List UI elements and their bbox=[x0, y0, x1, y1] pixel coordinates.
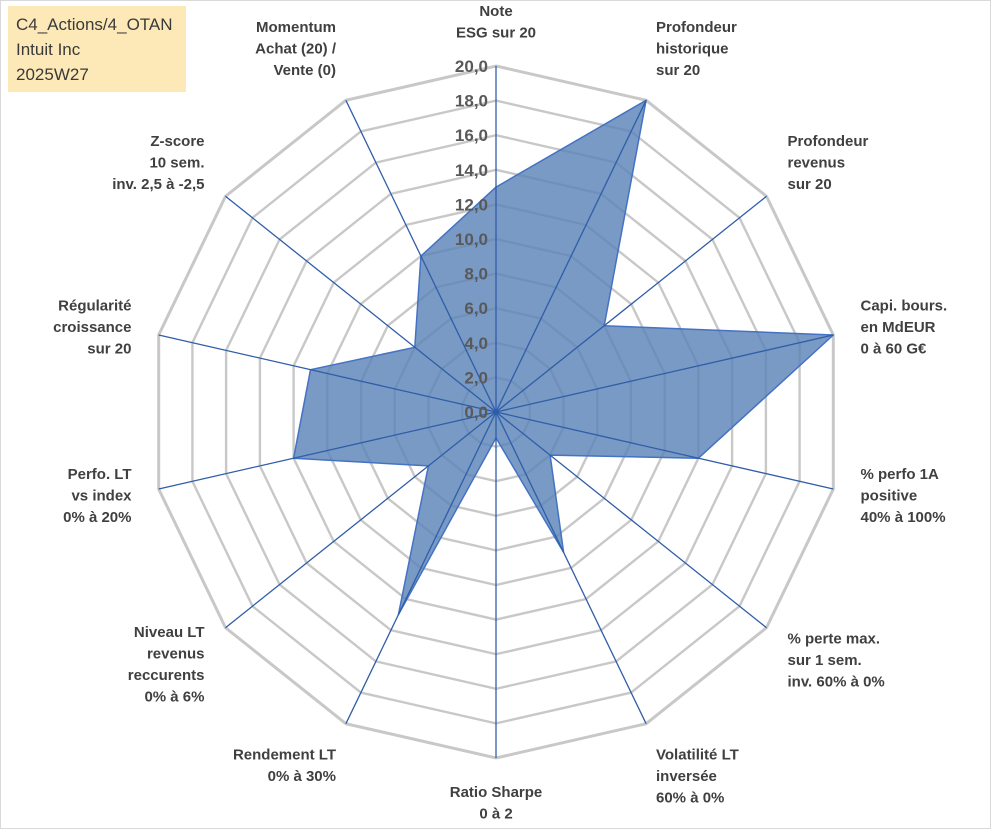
axis-spoke bbox=[495, 411, 834, 490]
axis-label: Régularité croissance sur 20 bbox=[53, 298, 131, 358]
axis-label-line: Achat (20) / bbox=[255, 40, 337, 57]
info-box-company: Intuit Inc bbox=[16, 40, 81, 59]
tick-labels: 0,0 2,0 4,0 6,0 8,0 10,0 12,0 14,0 16,0 18,0 20,0 bbox=[455, 57, 488, 422]
axis-label-line: Volatilité LT bbox=[656, 747, 739, 764]
axis-label-line: % perte max. bbox=[788, 630, 881, 647]
axis-label-line: 0% à 6% bbox=[144, 688, 204, 705]
axis-label-line: Régularité bbox=[58, 298, 131, 315]
axis-spokes bbox=[158, 66, 834, 758]
axis-label-line: 0% à 20% bbox=[63, 509, 131, 526]
tick-label: 18,0 bbox=[455, 92, 488, 111]
tick-label: 10,0 bbox=[455, 230, 488, 249]
axis-label-line: 40% à 100% bbox=[861, 509, 946, 526]
info-box-category: C4_Actions/4_OTAN bbox=[16, 15, 173, 34]
axis-label-line: Capi. bours. bbox=[861, 298, 948, 315]
axis-label: Niveau LT revenus reccurents 0% à 6% bbox=[128, 624, 205, 706]
tick-label: 16,0 bbox=[455, 126, 488, 145]
tick-label: 4,0 bbox=[464, 334, 488, 353]
axis-spoke bbox=[495, 411, 647, 724]
tick-label: 0,0 bbox=[464, 403, 488, 422]
axis-label: Profondeur historique sur 20 bbox=[656, 19, 737, 79]
axis-label-line: inversée bbox=[656, 768, 717, 785]
axis-spoke bbox=[345, 100, 497, 413]
info-box-week: 2025W27 bbox=[16, 65, 89, 84]
axis-label: Note ESG sur 20 bbox=[456, 3, 536, 42]
tick-label: 14,0 bbox=[455, 161, 488, 180]
axis-label-line: Note bbox=[479, 3, 512, 20]
axis-label-line: 0 à 2 bbox=[479, 806, 512, 823]
axis-label-line: 60% à 0% bbox=[656, 790, 724, 807]
axis-label-line: Niveau LT bbox=[134, 624, 205, 641]
axis-label-line: % perfo 1A bbox=[861, 466, 940, 483]
axis-label: Profondeur revenus sur 20 bbox=[788, 133, 869, 193]
axis-label-line: 10 sem. bbox=[149, 155, 204, 172]
axis-spoke bbox=[158, 411, 497, 490]
axis-label-line: sur 1 sem. bbox=[788, 652, 862, 669]
info-box: C4_Actions/4_OTAN Intuit Inc 2025W27 bbox=[8, 6, 186, 92]
axis-label: % perfo 1A positive 40% à 100% bbox=[861, 466, 946, 526]
axis-spoke bbox=[495, 195, 767, 413]
axis-label-line: Profondeur bbox=[788, 133, 869, 150]
axis-label-line: en MdEUR bbox=[861, 319, 936, 336]
axis-label-line: sur 20 bbox=[788, 176, 832, 193]
axis-label-line: croissance bbox=[53, 319, 131, 336]
axis-label: Ratio Sharpe 0 à 2 bbox=[450, 784, 543, 823]
axis-label: Z-score 10 sem. inv. 2,5 à -2,5 bbox=[112, 133, 204, 193]
tick-label: 12,0 bbox=[455, 195, 488, 214]
axis-label-line: Rendement LT bbox=[233, 747, 336, 764]
axis-label: Volatilité LT inversée 60% à 0% bbox=[656, 747, 739, 807]
axis-label-line: inv. 60% à 0% bbox=[788, 673, 885, 690]
tick-label: 6,0 bbox=[464, 299, 488, 318]
axis-label-line: ESG sur 20 bbox=[456, 25, 536, 42]
axis-label: Perfo. LT vs index 0% à 20% bbox=[63, 466, 132, 526]
axis-label-line: sur 20 bbox=[656, 62, 700, 79]
axis-spoke bbox=[495, 411, 767, 629]
axis-label-line: sur 20 bbox=[87, 341, 131, 358]
axis-label-line: 0% à 30% bbox=[268, 768, 336, 785]
axis-label-line: inv. 2,5 à -2,5 bbox=[112, 176, 204, 193]
axis-label-line: Ratio Sharpe bbox=[450, 784, 543, 801]
axis-spoke bbox=[495, 100, 647, 413]
axis-label-line: reccurents bbox=[128, 667, 205, 684]
axis-label-line: 0 à 60 G€ bbox=[861, 341, 928, 358]
axis-label: Capi. bours. en MdEUR 0 à 60 G€ bbox=[861, 298, 948, 358]
axis-labels: Note ESG sur 20 Profondeur historique sur 20… bbox=[53, 3, 947, 823]
axis-label: % perte max. sur 1 sem. inv. 60% à 0% bbox=[788, 630, 885, 690]
axis-label-line: Perfo. LT bbox=[68, 466, 132, 483]
axis-label-line: vs index bbox=[71, 487, 132, 504]
axis-label-line: Vente (0) bbox=[273, 62, 336, 79]
axis-label-line: Z-score bbox=[150, 133, 204, 150]
tick-label: 8,0 bbox=[464, 265, 488, 284]
axis-label-line: Profondeur bbox=[656, 19, 737, 36]
axis-spoke bbox=[495, 334, 834, 413]
axis-label: Rendement LT 0% à 30% bbox=[233, 747, 336, 786]
tick-label: 2,0 bbox=[464, 368, 488, 387]
axis-label-line: historique bbox=[656, 40, 729, 57]
axis-label-line: revenus bbox=[147, 645, 205, 662]
axis-label-line: Momentum bbox=[256, 19, 336, 36]
axis-spoke bbox=[225, 411, 497, 629]
axis-label-line: positive bbox=[861, 487, 918, 504]
axis-spoke bbox=[158, 334, 497, 413]
axis-spoke bbox=[225, 195, 497, 413]
axis-spoke bbox=[345, 411, 497, 724]
axis-label-line: revenus bbox=[788, 155, 846, 172]
tick-label: 20,0 bbox=[455, 57, 488, 76]
axis-label: Momentum Achat (20) / Vente (0) bbox=[255, 19, 337, 79]
